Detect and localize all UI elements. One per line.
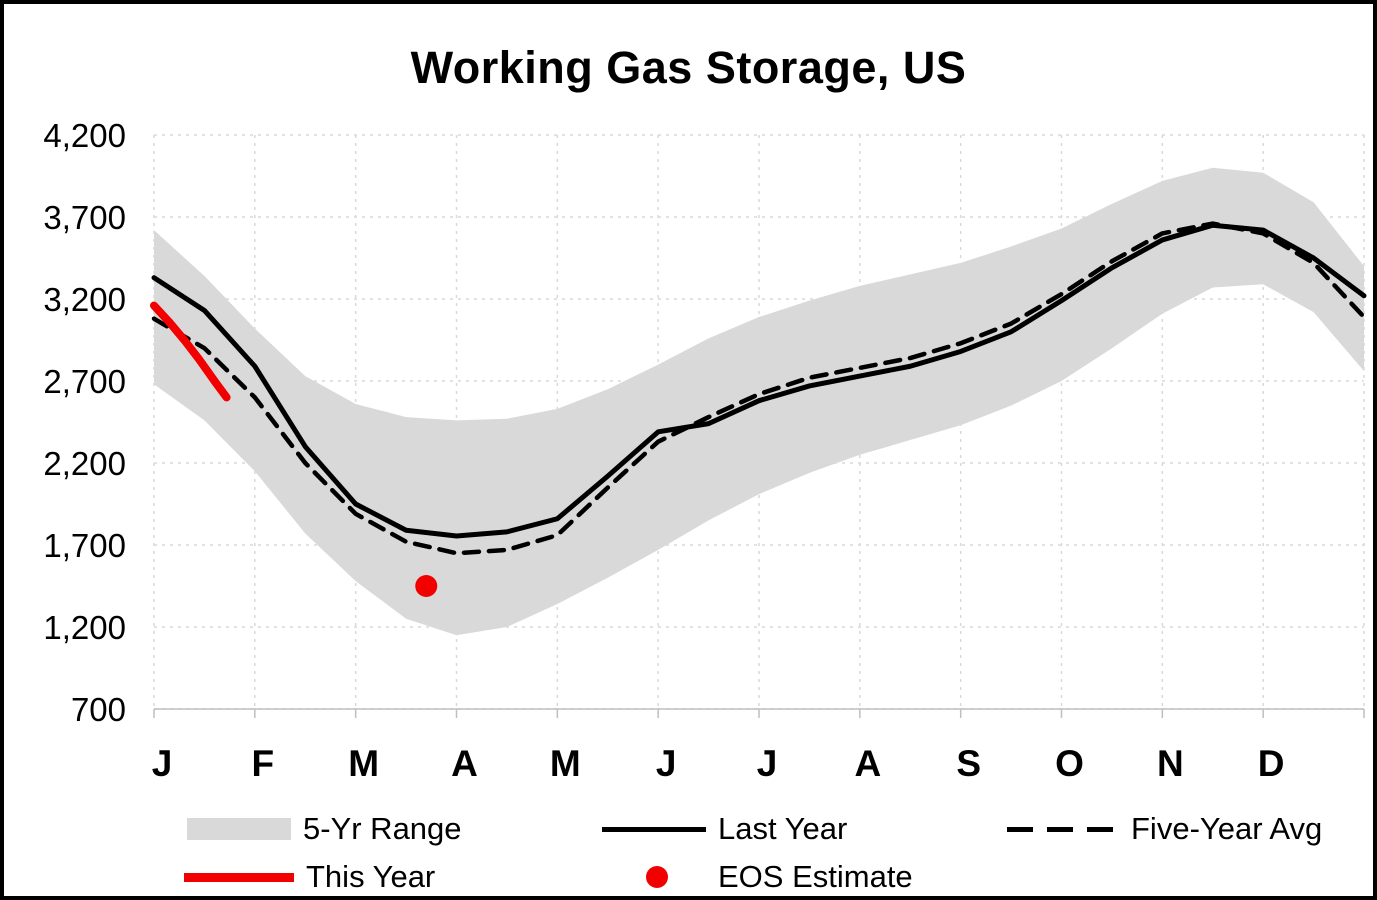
x-axis-month-label: A	[854, 743, 881, 784]
y-axis-tick-label: 1,700	[43, 527, 126, 564]
series-line-last-year	[151, 222, 1367, 539]
y-axis-tick-label: 2,200	[43, 445, 126, 482]
legend: 5-Yr Range Last Year Five-Year Avg This …	[4, 802, 1373, 896]
y-axis-tick-label: 700	[71, 691, 126, 728]
legend-label: This Year	[306, 859, 436, 894]
series-line-this-year	[150, 301, 231, 402]
black-line-swatch-icon	[602, 826, 706, 832]
legend-item-five-year-avg: Five-Year Avg	[1007, 808, 1322, 850]
plot-area: 700 1,200 1,700 2,200 2,700 3,200 3,700 4,200 J F…	[43, 117, 1367, 784]
x-axis-month-label: F	[252, 743, 275, 784]
gray-band-swatch-icon	[187, 818, 291, 840]
y-axis-tick-label: 3,700	[43, 199, 126, 236]
chart-title: Working Gas Storage, US	[410, 42, 967, 93]
legend-item-last-year: Last Year	[602, 808, 847, 850]
legend-item-eos-estimate: EOS Estimate	[646, 856, 913, 896]
y-axis-tick-label: 2,700	[43, 363, 126, 400]
y-axis-tick-label: 1,200	[43, 609, 126, 646]
legend-label: 5-Yr Range	[303, 811, 462, 846]
x-axis-month-label: J	[656, 743, 677, 784]
legend-label: EOS Estimate	[718, 859, 913, 894]
red-line-swatch-icon	[184, 872, 294, 882]
x-axis-month-label: D	[1258, 743, 1285, 784]
legend-item-5yr-range: 5-Yr Range	[187, 808, 462, 850]
point-eos-estimate	[415, 575, 438, 597]
x-axis-month-label: A	[451, 743, 478, 784]
x-axis-month-label: J	[152, 743, 173, 784]
legend-item-this-year: This Year	[184, 856, 436, 896]
x-axis-month-label: M	[348, 743, 379, 784]
x-axis-month-label: M	[550, 743, 581, 784]
y-axis-tick-label: 3,200	[43, 281, 126, 318]
series-line-five-year-avg	[151, 221, 1367, 556]
x-axis-month-label: N	[1157, 743, 1184, 784]
red-dot-swatch-icon	[646, 866, 668, 888]
legend-label: Last Year	[718, 811, 848, 846]
x-axis-month-label: S	[956, 743, 981, 784]
dashed-line-swatch-icon	[1007, 826, 1119, 832]
y-axis-tick-label: 4,200	[43, 117, 126, 154]
x-axis-month-label: O	[1055, 743, 1084, 784]
x-axis-month-label: J	[757, 743, 778, 784]
legend-label: Five-Year Avg	[1131, 811, 1323, 846]
